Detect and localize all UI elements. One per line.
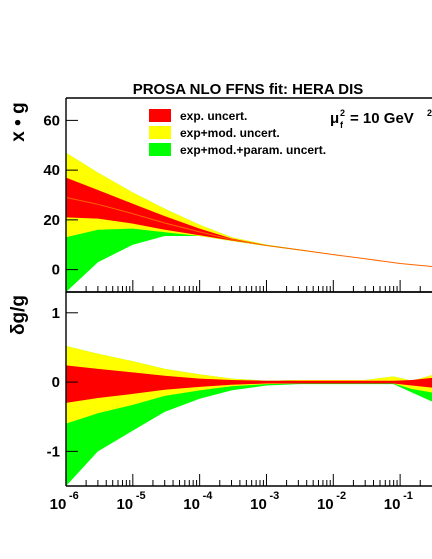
bottom-ylabel: δg/g <box>8 295 29 335</box>
x-tick-base: 10 <box>116 496 133 513</box>
legend-swatch-exp-mod-param <box>149 143 171 156</box>
chart-title: PROSA NLO FFNS fit: HERA DIS <box>133 81 364 98</box>
x-tick-label: 10 -4 <box>183 490 213 513</box>
x-tick-base: 10 <box>183 496 200 513</box>
x-tick-exp: -2 <box>336 490 346 502</box>
x-tick-label: 10 -2 <box>317 490 346 513</box>
scale-sup: 2 <box>340 108 345 118</box>
y-tick-label: 40 <box>43 162 60 179</box>
y-tick-label: 20 <box>43 212 60 229</box>
x-tick-exp: -1 <box>403 490 413 502</box>
scale-sub: f <box>340 120 344 130</box>
band-exp-mod-uncert <box>66 346 432 424</box>
scale-tail: 2 <box>427 108 432 118</box>
x-tick-label: 10 -3 <box>250 490 279 513</box>
central-line <box>66 197 432 267</box>
scale-rest: = 10 GeV <box>350 110 414 127</box>
legend-label-exp-mod-param: exp+mod.+param. uncert. <box>180 143 326 157</box>
top-ylabel: x • g <box>8 102 29 141</box>
y-tick-label: 0 <box>52 262 60 279</box>
x-tick-base: 10 <box>250 496 267 513</box>
x-tick-label: 10 -5 <box>116 490 145 513</box>
y-tick-label: 0 <box>52 374 60 391</box>
x-tick-base: 10 <box>384 496 401 513</box>
panel-dg: -1 0 1 <box>47 291 432 487</box>
x-tick-base: 10 <box>50 496 67 513</box>
panel-bands <box>66 346 432 486</box>
legend-label-exp-mod: exp+mod. uncert. <box>180 126 280 140</box>
x-tick-exp: -3 <box>269 490 279 502</box>
y-tick-label: 1 <box>52 305 60 322</box>
legend-swatch-exp-mod <box>149 126 171 139</box>
scale-label: μ 2 f = 10 GeV 2 <box>330 108 432 130</box>
legend: exp. uncert. exp+mod. uncert. exp+mod.+p… <box>149 109 326 157</box>
scale-mu: μ <box>330 110 339 127</box>
x-tick-base: 10 <box>317 496 334 513</box>
panel-bands <box>66 152 432 292</box>
x-tick-label: 10 -6 <box>50 490 79 513</box>
x-tick-exp: -5 <box>136 490 146 502</box>
band-exp-uncert <box>66 365 432 403</box>
x-tick-labels: 10 -6 10 -5 10 -4 10 -3 10 -2 10 -1 <box>50 490 413 513</box>
legend-label-exp: exp. uncert. <box>180 109 247 123</box>
plot-panels: 0 20 40 60 -1 0 1 <box>43 97 432 487</box>
legend-swatch-exp <box>149 109 171 122</box>
x-tick-exp: -4 <box>203 490 214 502</box>
x-tick-exp: -6 <box>69 490 79 502</box>
y-tick-label: 60 <box>43 112 60 129</box>
y-tick-label: -1 <box>47 443 60 460</box>
band-exp-uncert <box>66 177 432 267</box>
x-tick-label: 10 -1 <box>384 490 413 513</box>
